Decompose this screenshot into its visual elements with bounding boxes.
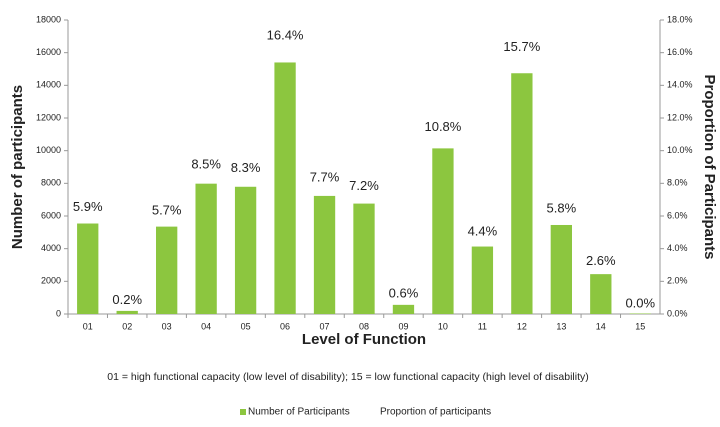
x-tick-label: 13 (556, 321, 566, 331)
x-tick-label: 05 (241, 321, 251, 331)
x-tick-label: 09 (398, 321, 408, 331)
data-label: 2.6% (586, 253, 616, 268)
bar (590, 274, 612, 314)
data-label: 0.6% (389, 286, 419, 301)
data-label: 7.7% (310, 170, 340, 185)
y2-tick-label: 0.0% (667, 308, 688, 318)
bar (116, 310, 138, 314)
bar (550, 224, 572, 314)
y-tick-label: 14000 (36, 80, 61, 90)
y2-tick-label: 2.0% (667, 276, 688, 286)
data-label: 8.5% (191, 157, 221, 172)
y-tick-label: 0 (56, 308, 61, 318)
y2-tick-label: 8.0% (667, 178, 688, 188)
data-label: 5.7% (152, 202, 182, 217)
bar (353, 203, 375, 314)
x-tick-label: 02 (122, 321, 132, 331)
y-tick-label: 12000 (36, 112, 61, 122)
legend-label: Number of Participants (248, 407, 350, 418)
y-tick-label: 10000 (36, 145, 61, 155)
x-tick-label: 01 (83, 321, 93, 331)
x-tick-label: 12 (517, 321, 527, 331)
bar (511, 73, 533, 314)
bar (392, 304, 415, 314)
x-tick-label: 11 (478, 321, 487, 331)
y2-tick-label: 18.0% (667, 14, 693, 24)
x-tick-label: 14 (596, 321, 606, 331)
y-axis-title: Number of participants (9, 85, 26, 249)
data-label: 16.4% (267, 28, 304, 43)
y-tick-label: 6000 (41, 210, 61, 220)
x-tick-label: 03 (162, 321, 172, 331)
bar (195, 183, 217, 314)
y-tick-label: 8000 (41, 178, 61, 188)
y-tick-label: 2000 (41, 276, 61, 286)
y2-tick-label: 6.0% (667, 210, 688, 220)
y-tick-label: 4000 (41, 243, 61, 253)
data-label: 8.3% (231, 160, 261, 175)
legend-swatch (372, 409, 378, 415)
y2-tick-label: 4.0% (667, 243, 688, 253)
bar (234, 186, 257, 314)
x-tick-label: 15 (635, 321, 645, 331)
bar (471, 246, 494, 314)
legend-label: Proportion of participants (380, 407, 491, 418)
bar (313, 195, 336, 314)
data-label: 15.7% (503, 39, 540, 54)
y2-tick-label: 10.0% (667, 145, 693, 155)
data-label: 10.8% (424, 119, 461, 134)
y2-tick-label: 12.0% (667, 112, 693, 122)
x-tick-label: 10 (438, 321, 448, 331)
x-tick-label: 06 (280, 321, 290, 331)
x-tick-label: 04 (201, 321, 211, 331)
bar (274, 62, 296, 314)
y-tick-label: 16000 (36, 47, 61, 57)
legend-swatch (240, 409, 246, 415)
y2-tick-label: 16.0% (667, 47, 693, 57)
data-label: 4.4% (468, 224, 498, 239)
data-label: 0.2% (112, 292, 142, 307)
y-tick-label: 18000 (36, 14, 61, 24)
x-tick-label: 07 (320, 321, 330, 331)
bar (77, 223, 99, 314)
x-tick-label: 08 (359, 321, 369, 331)
x-axis-title: Level of Function (302, 331, 426, 348)
data-label: 5.8% (547, 201, 577, 216)
data-label: 0.0% (625, 295, 655, 310)
data-label: 5.9% (73, 199, 103, 214)
bar (432, 148, 454, 314)
bar (156, 226, 178, 314)
note: 01 = high functional capacity (low level… (107, 371, 589, 383)
data-label: 7.2% (349, 178, 379, 193)
y2-tick-label: 14.0% (667, 80, 693, 90)
y2-axis-title: Proportion of Participants (701, 74, 718, 259)
